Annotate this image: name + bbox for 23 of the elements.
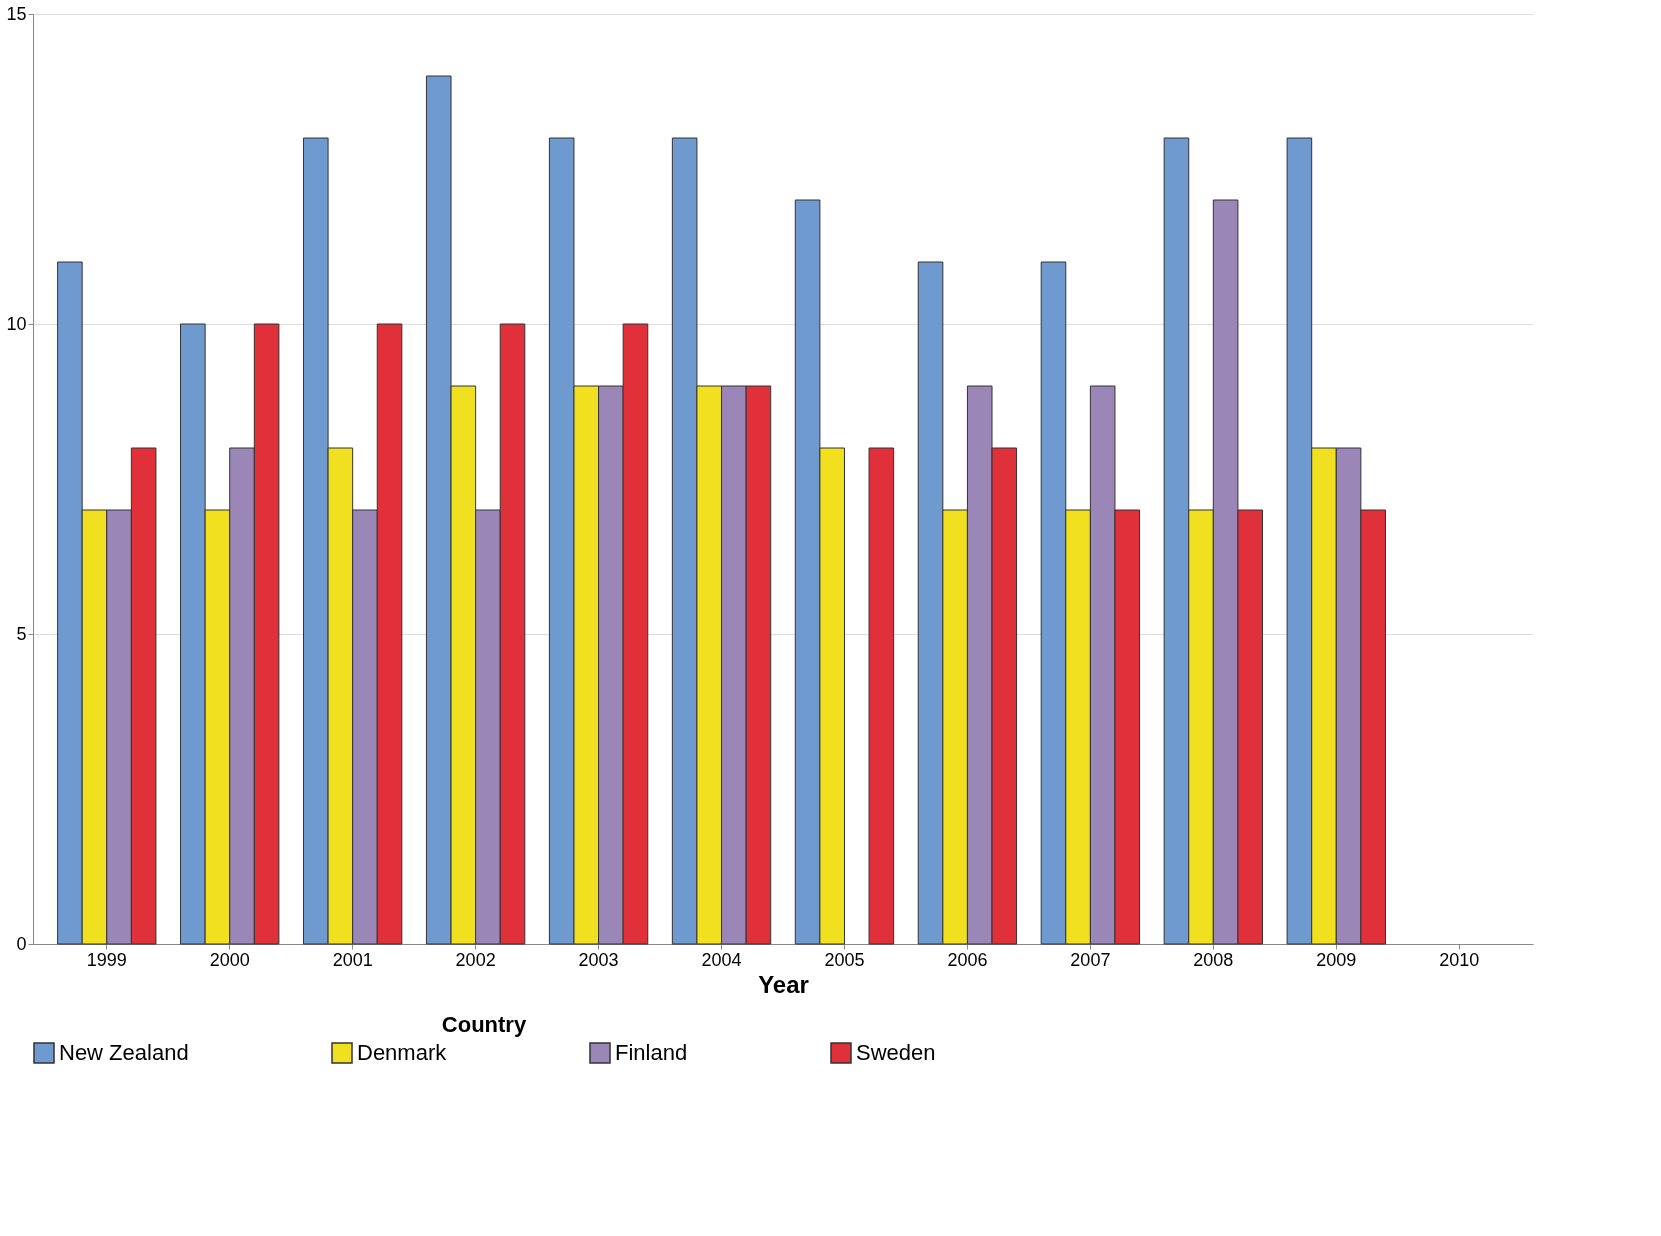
x-tick-label: 2010 xyxy=(1439,949,1480,970)
x-tick-label: 2004 xyxy=(701,949,742,970)
legend-title: Country xyxy=(441,1012,527,1037)
bar xyxy=(868,447,895,945)
y-tick-label: 10 xyxy=(6,313,27,334)
legend-label: Sweden xyxy=(856,1040,936,1065)
x-tick-label: 2008 xyxy=(1193,949,1234,970)
x-tick-label: 2006 xyxy=(947,949,988,970)
x-tick-label: 1999 xyxy=(86,949,127,970)
y-tick-label: 5 xyxy=(16,623,27,644)
x-tick-label: 2000 xyxy=(209,949,250,970)
x-tick-label: 2009 xyxy=(1316,949,1357,970)
y-tick-label: 0 xyxy=(16,933,27,954)
legend-label: Denmark xyxy=(357,1040,448,1065)
x-axis-title: Year xyxy=(758,970,809,998)
legend-label: New Zealand xyxy=(59,1040,189,1065)
legend-label: Finland xyxy=(615,1040,688,1065)
x-tick-label: 2002 xyxy=(455,949,496,970)
y-tick-label: 15 xyxy=(6,3,27,24)
x-tick-label: 2001 xyxy=(332,949,373,970)
x-tick-label: 2007 xyxy=(1070,949,1111,970)
x-tick-label: 2003 xyxy=(578,949,619,970)
x-tick-label: 2005 xyxy=(824,949,865,970)
